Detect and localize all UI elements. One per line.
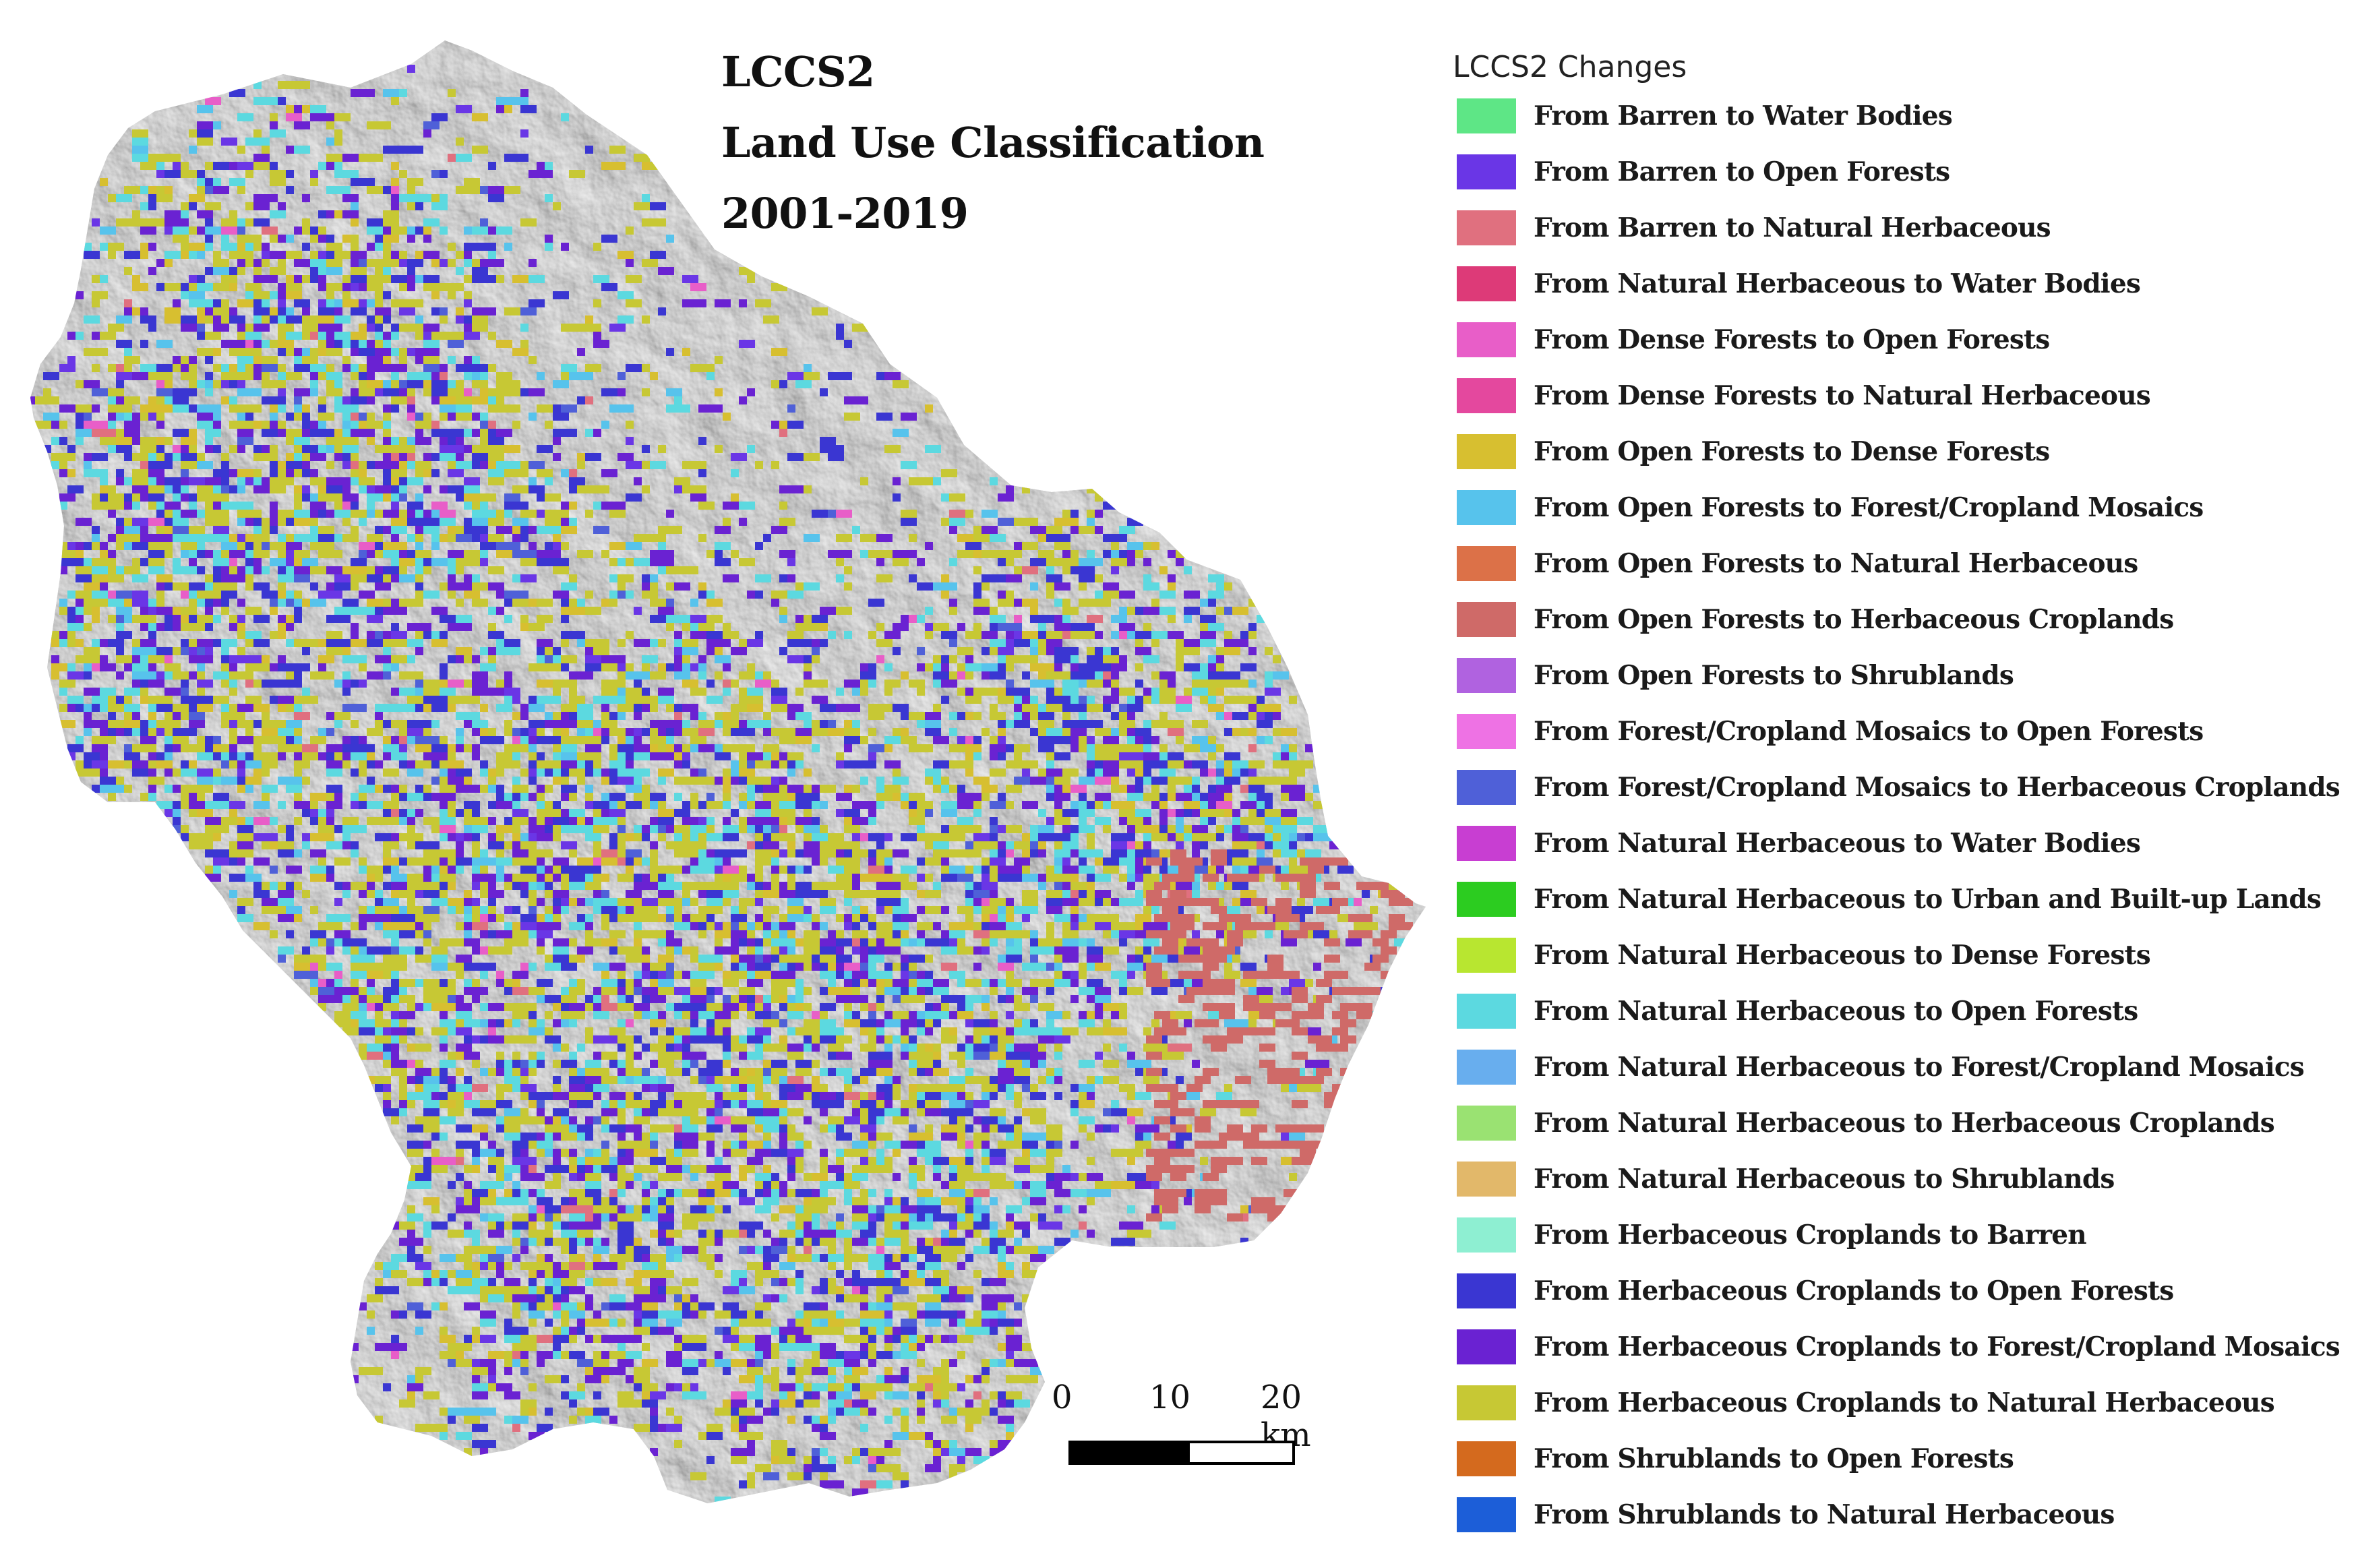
legend-label: From Herbaceous Croplands to Barren [1534,1219,2087,1250]
map-title-line-2: Land Use Classification [721,118,1265,167]
scale-segment-black [1068,1441,1190,1465]
legend-label: From Herbaceous Croplands to Forest/Crop… [1534,1331,2340,1362]
legend-swatch [1457,714,1516,749]
legend-label: From Natural Herbaceous to Water Bodies [1534,828,2141,859]
legend-label: From Natural Herbaceous to Shrublands [1534,1164,2115,1195]
legend-swatch [1457,378,1516,413]
legend-label: From Natural Herbaceous to Urban and Bui… [1534,884,2322,915]
legend: LCCS2 Changes From Barren to Water Bodie… [1453,47,2349,1532]
scale-bar: 0 10 20 km [1052,1379,1311,1473]
legend-swatch [1457,770,1516,805]
legend-swatch [1457,826,1516,861]
scale-segment-white [1187,1441,1295,1465]
legend-label: From Natural Herbaceous to Herbaceous Cr… [1534,1108,2275,1139]
legend-swatch [1457,938,1516,973]
legend-swatch [1457,994,1516,1029]
map-title-line-1: LCCS2 [721,47,875,96]
legend-swatch [1457,210,1516,245]
map-panel: LCCS2 Land Use Classification 2001-2019 … [30,40,1426,1503]
legend-swatch [1457,602,1516,637]
legend-swatch [1457,1441,1516,1476]
legend-label: From Natural Herbaceous to Water Bodies [1534,268,2141,299]
legend-label: From Natural Herbaceous to Forest/Cropla… [1534,1052,2305,1083]
scale-label-10: 10 [1149,1379,1191,1416]
legend-label: From Natural Herbaceous to Open Forests [1534,996,2138,1027]
legend-swatch [1457,546,1516,581]
legend-swatch [1457,266,1516,301]
map-title-line-3: 2001-2019 [721,189,969,238]
legend-swatch [1457,1162,1516,1197]
scale-label-0: 0 [1052,1379,1073,1416]
legend-swatch [1457,882,1516,917]
legend-swatch [1457,434,1516,469]
legend-label: From Barren to Open Forests [1534,156,1950,187]
legend-label: From Open Forests to Forest/Cropland Mos… [1534,492,2204,523]
legend-label: From Natural Herbaceous to Dense Forests [1534,940,2151,971]
legend-swatch [1457,1050,1516,1085]
legend-label: From Open Forests to Herbaceous Cropland… [1534,604,2174,635]
legend-swatch [1457,1329,1516,1364]
legend-label: From Forest/Cropland Mosaics to Open For… [1534,716,2204,747]
legend-swatch [1457,658,1516,693]
legend-label: From Barren to Water Bodies [1534,100,1953,131]
legend-swatch [1457,98,1516,133]
legend-swatch [1457,322,1516,357]
legend-label: From Open Forests to Shrublands [1534,660,2014,691]
legend-swatch [1457,1385,1516,1420]
land-change-pixels [30,65,1413,1503]
legend-label: From Dense Forests to Natural Herbaceous [1534,380,2151,411]
legend-label: From Dense Forests to Open Forests [1534,324,2050,355]
legend-title: LCCS2 Changes [1453,50,1687,84]
legend-swatch [1457,1497,1516,1532]
legend-swatch [1457,1273,1516,1308]
legend-swatch [1457,1217,1516,1253]
legend-label: From Forest/Cropland Mosaics to Herbaceo… [1534,772,2340,803]
legend-label: From Herbaceous Croplands to Natural Her… [1534,1387,2275,1418]
legend-swatch [1457,154,1516,189]
legend-label: From Herbaceous Croplands to Open Forest… [1534,1275,2174,1306]
legend-swatch [1457,490,1516,525]
legend-label: From Shrublands to Natural Herbaceous [1534,1499,2115,1530]
legend-label: From Open Forests to Natural Herbaceous [1534,548,2138,579]
legend-label: From Shrublands to Open Forests [1534,1443,2014,1474]
legend-label: From Open Forests to Dense Forests [1534,436,2050,467]
legend-label: From Barren to Natural Herbaceous [1534,212,2051,243]
region-map [30,40,1426,1503]
legend-swatch [1457,1106,1516,1141]
